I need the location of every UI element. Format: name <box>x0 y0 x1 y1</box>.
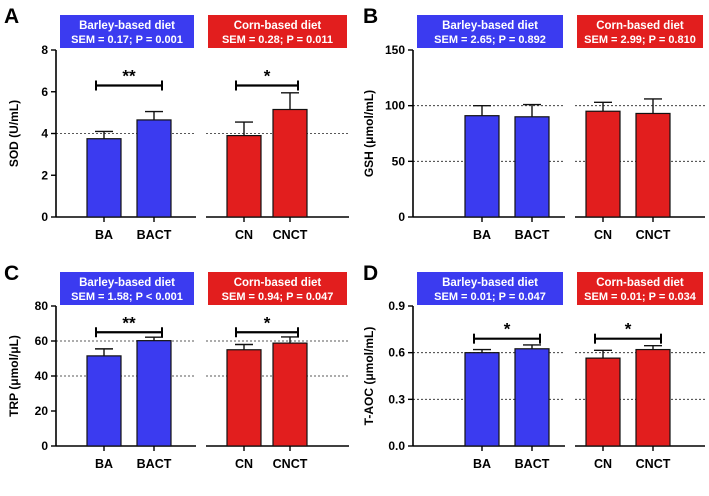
panel-c-xtick-label-bact: BACT <box>137 457 172 471</box>
panel-a-bar-bact <box>136 119 172 218</box>
panel-b-legend-box-1 <box>417 15 563 48</box>
panel-d-legend-stats-1: SEM = 0.01; P = 0.047 <box>434 291 546 303</box>
panel-a-bar-cnct <box>272 108 308 218</box>
panel-c-ytick-label-2: 40 <box>35 369 49 383</box>
panel-d-xtick-label-bact: BACT <box>515 457 550 471</box>
panel-a-y-axis-title: SOD (U/mL) <box>7 100 21 167</box>
panel-b-bar-cnct <box>635 112 671 218</box>
panel-a-ytick-label-1: 2 <box>41 168 48 182</box>
panel-b-bar-bact <box>514 116 550 218</box>
panel-b-xtick-label-ba: BA <box>473 228 491 242</box>
panel-c-ytick-label-0: 0 <box>41 439 48 453</box>
panel-c-bar-cnct <box>272 342 308 447</box>
panel-d-legend-name-2: Corn-based diet <box>596 277 684 289</box>
panel-a-sig-label-1: ** <box>122 66 136 85</box>
panel-b-ytick-label-0: 0 <box>398 210 405 224</box>
panel-a-ytick-label-4: 8 <box>41 43 48 57</box>
panel-d-ytick-label-2: 0.6 <box>388 346 405 360</box>
panel-c-letter: C <box>4 262 19 285</box>
panel-a-xtick-label-ba: BA <box>95 228 113 242</box>
panel-b-ytick-label-1: 50 <box>392 154 406 168</box>
panel-b-legend-box-2 <box>577 15 703 48</box>
panel-a-xtick-label-cn: CN <box>235 228 253 242</box>
panel-b-xtick-label-cnct: CNCT <box>636 228 671 242</box>
panel-d-legend-box-1 <box>417 272 563 305</box>
panel-a-letter: A <box>4 5 19 28</box>
panel-a-legend-stats-2: SEM = 0.28; P = 0.011 <box>222 34 333 46</box>
panel-c-legend-box-2 <box>208 272 347 305</box>
panel-b-legend-name-2: Corn-based diet <box>596 20 684 32</box>
panel-d-ytick-label-1: 0.3 <box>388 392 405 406</box>
panel-c-ytick-label-1: 20 <box>35 404 49 418</box>
panel-d-xtick-label-cn: CN <box>594 457 612 471</box>
panel-c-ytick-label-4: 80 <box>35 299 49 313</box>
panel-c-xtick-label-cnct: CNCT <box>273 457 308 471</box>
panel-a-legend-box-1 <box>60 15 194 48</box>
panel-a-xtick-label-bact: BACT <box>137 228 172 242</box>
panel-c-bar-ba <box>86 355 122 447</box>
panel-a-ytick-label-3: 6 <box>41 85 48 99</box>
panel-d-sig-label-1: * <box>504 320 511 339</box>
panel-a-ytick-label-2: 4 <box>41 127 48 141</box>
panel-c-legend-box-1 <box>60 272 194 305</box>
panel-c-y-axis-title: TRP (μmol/μL) <box>7 335 21 417</box>
panel-b-legend-stats-2: SEM = 2.99; P = 0.810 <box>584 34 696 46</box>
panel-d-sig-label-2: * <box>625 320 632 339</box>
panel-d-y-axis-title: T-AOC (μmol/mL) <box>362 327 376 426</box>
panel-d-xtick-label-ba: BA <box>473 457 491 471</box>
panel-c-bar-bact <box>136 340 172 447</box>
panel-b-letter: B <box>363 5 378 28</box>
panel-c-xtick-label-cn: CN <box>235 457 253 471</box>
panel-a-legend-box-2 <box>208 15 347 48</box>
panel-a-legend-name-1: Barley-based diet <box>79 20 175 32</box>
panel-c-ytick-label-3: 60 <box>35 334 49 348</box>
panel-c-legend-name-1: Barley-based diet <box>79 277 175 289</box>
panel-c-legend-stats-1: SEM = 1.58; P < 0.001 <box>71 291 183 303</box>
panel-b-ytick-label-3: 150 <box>385 43 405 57</box>
panel-c-legend-stats-2: SEM = 0.94; P = 0.047 <box>222 291 334 303</box>
panel-d-bar-bact <box>514 348 550 447</box>
panel-a-ytick-label-0: 0 <box>41 210 48 224</box>
panel-d-letter: D <box>363 262 378 285</box>
panel-d-bar-ba <box>464 352 500 447</box>
panel-d-legend-name-1: Barley-based diet <box>442 277 538 289</box>
panel-c-sig-label-2: * <box>264 313 271 332</box>
panel-d-legend-box-2 <box>577 272 703 305</box>
panel-c-sig-label-1: ** <box>122 313 136 332</box>
panel-b-y-axis-title: GSH (μmol/mL) <box>362 90 376 177</box>
panel-a-legend-stats-1: SEM = 0.17; P = 0.001 <box>71 34 183 46</box>
panel-b-bar-cn <box>585 110 621 218</box>
panel-b-xtick-label-bact: BACT <box>515 228 550 242</box>
panel-b-ytick-label-2: 100 <box>385 99 405 113</box>
panel-b-legend-name-1: Barley-based diet <box>442 20 538 32</box>
panel-d-xtick-label-cnct: CNCT <box>636 457 671 471</box>
panel-d-bar-cnct <box>635 348 671 447</box>
panel-b-xtick-label-cn: CN <box>594 228 612 242</box>
panel-c-bar-cn <box>226 349 262 447</box>
panel-b-legend-stats-1: SEM = 2.65; P = 0.892 <box>434 34 546 46</box>
panel-c-xtick-label-ba: BA <box>95 457 113 471</box>
panel-d-ytick-label-3: 0.9 <box>388 299 405 313</box>
panel-c-legend-name-2: Corn-based diet <box>234 277 322 289</box>
panel-a-legend-name-2: Corn-based diet <box>234 20 322 32</box>
panel-d-ytick-label-0: 0.0 <box>388 439 405 453</box>
panel-d-legend-stats-2: SEM = 0.01; P = 0.034 <box>584 291 697 303</box>
panel-a-bar-cn <box>226 134 262 218</box>
panel-d-bar-cn <box>585 357 621 447</box>
panel-b-bar-ba <box>464 115 500 218</box>
panel-a-sig-label-2: * <box>264 66 271 85</box>
panel-a-bar-ba <box>86 138 122 218</box>
panel-a-xtick-label-cnct: CNCT <box>273 228 308 242</box>
